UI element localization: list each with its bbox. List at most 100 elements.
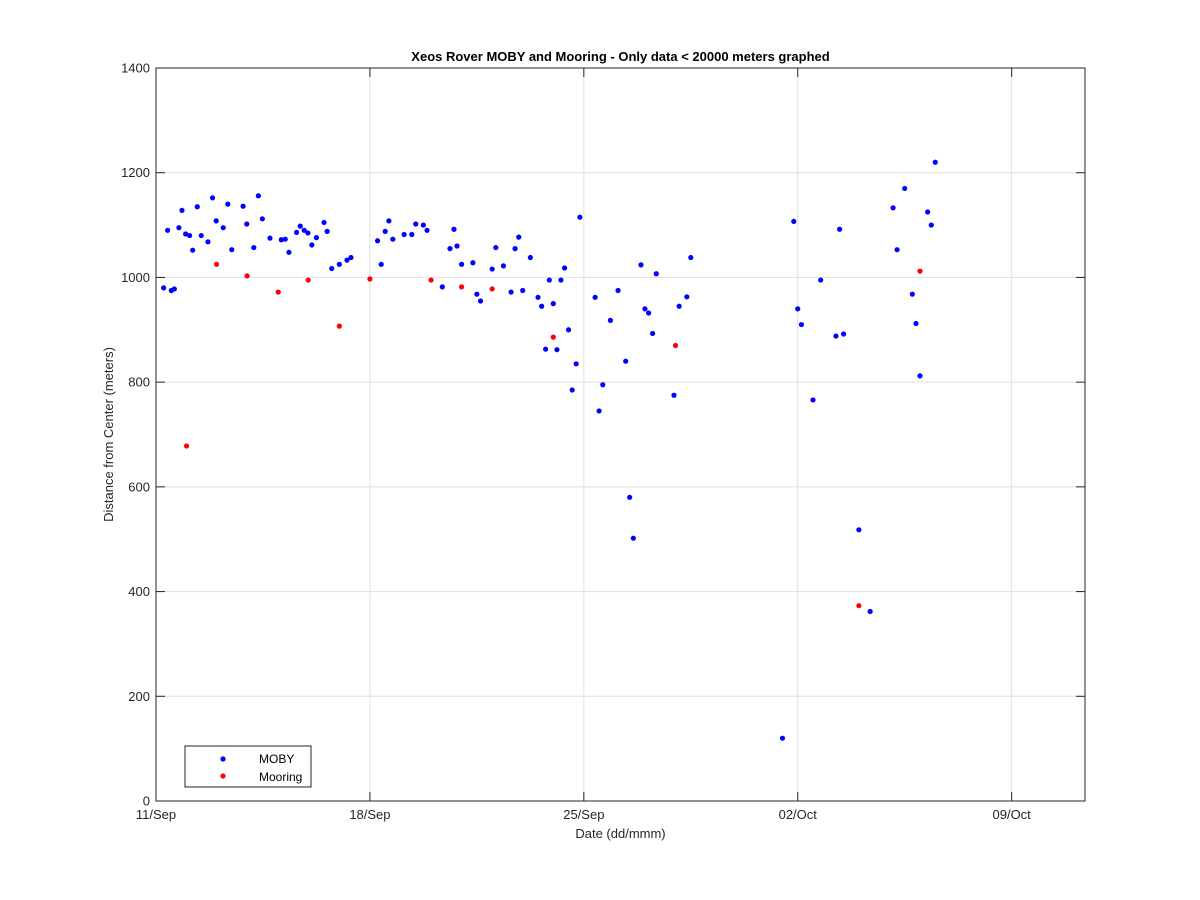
moby-point xyxy=(454,243,460,249)
moby-point xyxy=(329,265,335,272)
moby-point xyxy=(190,247,196,253)
legend-marker-mooring xyxy=(220,773,226,779)
moby-point xyxy=(229,247,235,253)
moby-point xyxy=(925,209,931,215)
moby-point xyxy=(558,277,564,283)
moby-point xyxy=(401,231,407,238)
moby-point xyxy=(240,203,246,209)
moby-point xyxy=(646,310,652,316)
moby-point xyxy=(818,277,824,283)
y-tick-label: 1200 xyxy=(121,165,150,180)
moby-point xyxy=(894,247,900,253)
moby-point xyxy=(378,261,384,267)
y-tick-label: 800 xyxy=(128,375,150,390)
axis-ticks: 0 200 400 600 800 1000 1200 1400 11/Sep 18/Sep 25/… xyxy=(121,61,1085,822)
moby-point xyxy=(649,330,656,337)
moby-point xyxy=(321,219,327,226)
moby-point xyxy=(546,277,552,283)
moby-point xyxy=(259,216,265,222)
moby-point xyxy=(917,373,923,379)
moby-point xyxy=(676,303,682,309)
mooring-point xyxy=(917,268,923,274)
y-tick-label: 600 xyxy=(128,479,150,494)
moby-point xyxy=(470,260,476,266)
moby-point xyxy=(198,232,204,239)
chart-title: Xeos Rover MOBY and Mooring - Only data … xyxy=(411,49,829,64)
moby-point xyxy=(424,227,430,233)
moby-point xyxy=(183,231,189,237)
mooring-point xyxy=(428,277,434,283)
moby-point xyxy=(932,159,938,165)
data-points xyxy=(161,159,938,741)
moby-point xyxy=(313,235,320,241)
moby-point xyxy=(902,185,908,192)
moby-point xyxy=(573,361,579,367)
moby-point xyxy=(439,284,445,290)
moby-point xyxy=(909,291,915,297)
moby-point xyxy=(791,218,797,225)
moby-point xyxy=(565,327,572,333)
moby-point xyxy=(516,234,522,240)
moby-point xyxy=(795,306,801,312)
moby-point xyxy=(837,226,843,232)
moby-point xyxy=(607,317,614,323)
legend-marker-moby xyxy=(220,756,226,762)
moby-point xyxy=(577,214,583,220)
moby-point xyxy=(623,358,629,364)
moby-point xyxy=(413,221,419,227)
moby-point xyxy=(867,608,873,615)
moby-point xyxy=(520,287,526,294)
moby-point xyxy=(627,494,633,500)
moby-point xyxy=(458,261,465,267)
moby-point xyxy=(535,294,541,300)
plot-area xyxy=(156,68,1085,801)
moby-point xyxy=(194,204,200,210)
moby-point xyxy=(282,236,288,242)
mooring-point xyxy=(367,276,373,282)
x-tick-label: 09/Oct xyxy=(993,807,1032,822)
y-tick-label: 200 xyxy=(128,689,150,704)
moby-point xyxy=(451,226,457,232)
moby-point xyxy=(928,222,934,228)
moby-point xyxy=(244,221,250,227)
moby-point xyxy=(251,244,257,251)
moby-point xyxy=(390,236,396,242)
moby-point xyxy=(344,257,350,263)
moby-point xyxy=(653,271,659,277)
moby-point xyxy=(309,242,315,248)
x-tick-label: 11/Sep xyxy=(136,807,176,822)
moby-point xyxy=(297,223,303,229)
moby-point xyxy=(550,301,556,307)
moby-point xyxy=(420,222,426,228)
moby-point xyxy=(561,265,568,271)
mooring-point xyxy=(489,286,495,292)
moby-point xyxy=(171,286,177,292)
moby-point xyxy=(286,249,292,255)
moby-point xyxy=(642,306,648,312)
x-axis-label: Date (dd/mmm) xyxy=(575,826,665,841)
mooring-point xyxy=(213,261,220,267)
moby-point xyxy=(493,244,499,251)
y-tick-label: 0 xyxy=(143,794,150,809)
moby-point xyxy=(165,227,171,233)
moby-point xyxy=(527,254,533,261)
moby-point xyxy=(382,228,388,234)
y-axis-label: Distance from Center (meters) xyxy=(101,347,116,522)
mooring-point xyxy=(672,342,679,349)
legend-label-mooring: Mooring xyxy=(259,770,302,784)
moby-point xyxy=(386,218,392,224)
moby-point xyxy=(569,387,575,393)
moby-point xyxy=(615,287,621,294)
x-tick-label: 02/Oct xyxy=(779,807,818,822)
moby-point xyxy=(554,347,560,353)
moby-point xyxy=(374,238,381,244)
moby-point xyxy=(209,195,216,201)
mooring-point xyxy=(244,273,250,279)
y-tick-label: 400 xyxy=(128,584,150,599)
moby-point xyxy=(638,262,644,268)
moby-point xyxy=(324,228,330,234)
moby-point xyxy=(890,205,896,211)
mooring-point xyxy=(458,284,465,290)
legend-box xyxy=(184,745,312,788)
